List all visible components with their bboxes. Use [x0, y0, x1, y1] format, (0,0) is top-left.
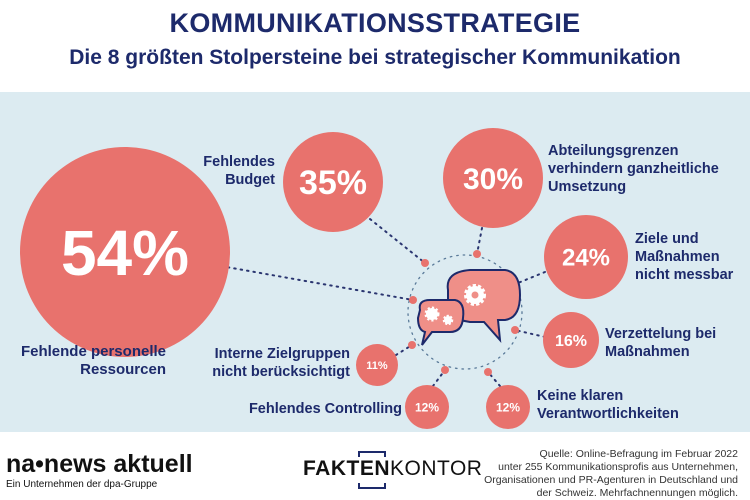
- label-ressourcen: Fehlende personelle Ressourcen: [18, 343, 166, 379]
- label-line: nicht berücksichtigt: [212, 364, 350, 380]
- faktenkontor-logo: FAKTENKONTOR: [303, 457, 482, 481]
- label-line: Umsetzung: [548, 179, 627, 195]
- source-line: Quelle: Online-Befragung im Februar 2022: [539, 448, 738, 460]
- bubble-value-label: 35%: [299, 164, 367, 202]
- bubble: [543, 312, 599, 368]
- label-abteilung: Abteilungsgrenzen verhindern ganzheitlich…: [548, 142, 719, 196]
- brand-light: KONTOR: [390, 457, 483, 480]
- label-line: Maßnahmen: [605, 344, 690, 360]
- label-line: Abteilungsgrenzen: [548, 143, 679, 159]
- page-subtitle: Die 8 größten Stolpersteine bei strategi…: [69, 46, 681, 69]
- label-intern: Interne Zielgruppen nicht berücksichtigt: [195, 345, 350, 381]
- bubble: [283, 132, 383, 232]
- faktenkontor-bracket-top: [358, 451, 386, 457]
- bubble-value-label: 54%: [61, 217, 189, 289]
- label-line: Ressourcen: [80, 361, 166, 378]
- brand-bold: FAKTEN: [303, 457, 390, 480]
- faktenkontor-bracket-bottom: [358, 483, 386, 489]
- label-verantwortlich: Keine klaren Verantwortlichkeiten: [537, 387, 679, 423]
- source-line: Organisationen und PR-Agenturen in Deuts…: [484, 474, 738, 486]
- bubble-value-label: 12%: [415, 400, 439, 414]
- bubble-value-label: 30%: [463, 163, 523, 196]
- label-controlling: Fehlendes Controlling: [248, 401, 402, 417]
- label-line: Budget: [225, 172, 275, 188]
- bubble: [20, 147, 230, 357]
- bubble: [443, 128, 543, 228]
- logo-subtitle: Ein Unternehmen der dpa-Gruppe: [6, 479, 158, 490]
- source-line: unter 255 Kommunikationsprofis aus Unter…: [498, 461, 738, 473]
- page-title: KOMMUNIKATIONSSTRATEGIE: [169, 8, 581, 38]
- label-line: Interne Zielgruppen: [214, 346, 350, 362]
- speech-bubbles-gears-icon: [416, 269, 522, 346]
- label-line: nicht messbar: [635, 267, 734, 283]
- hub-dots: [408, 250, 519, 376]
- bubble: [544, 215, 628, 299]
- bubble-value-label: 12%: [496, 400, 520, 414]
- source-line: der Schweiz. Mehrfachnennungen möglich.: [536, 487, 738, 499]
- bubble: [356, 344, 398, 386]
- label-verzettelung: Verzettelung bei Maßnahmen: [605, 325, 716, 361]
- label-line: Keine klaren: [537, 388, 624, 404]
- label-line: Fehlende personelle: [20, 343, 166, 360]
- label-line: Maßnahmen: [635, 249, 720, 265]
- label-line: Fehlendes: [203, 154, 275, 170]
- bubble: [405, 385, 449, 429]
- label-line: verhindern ganzheitliche: [548, 161, 719, 177]
- source-note: Quelle: Online-Befragung im Februar 2022…: [438, 448, 738, 500]
- bubble-value-label: 24%: [562, 245, 610, 272]
- bubble-value-label: 11%: [366, 360, 388, 372]
- label-line: Ziele und: [635, 231, 699, 247]
- connector-lines: [214, 214, 546, 387]
- label-line: Verzettelung bei: [605, 326, 717, 342]
- label-ziele: Ziele und Maßnahmen nicht messbar: [635, 230, 733, 284]
- label-line: Verantwortlichkeiten: [537, 406, 679, 422]
- news-aktuell-logo: na•news aktuell: [6, 450, 193, 478]
- label-budget: Fehlendes Budget: [190, 153, 275, 189]
- bubble-value-label: 16%: [555, 333, 587, 350]
- bubble: [486, 385, 530, 429]
